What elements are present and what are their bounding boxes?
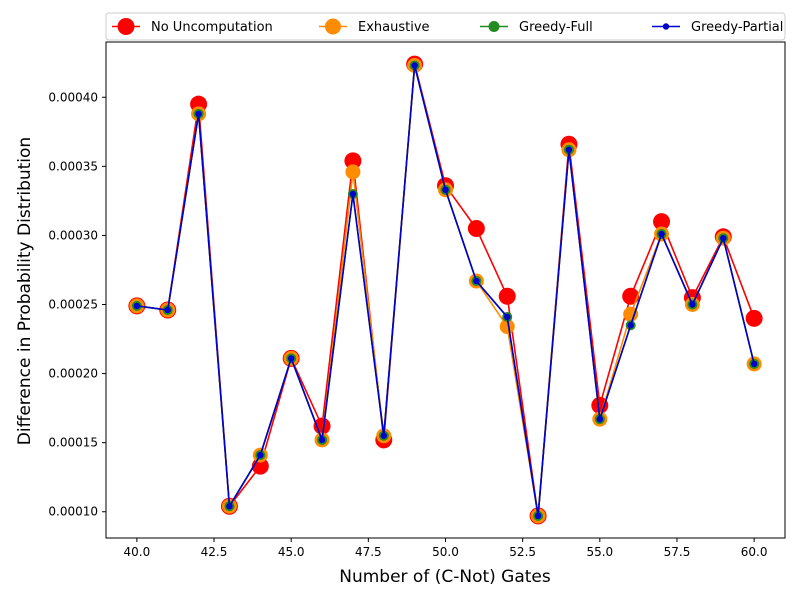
data-point-greedy-partial bbox=[318, 436, 326, 444]
legend-entry-greedy-partial: Greedy-Partial bbox=[652, 20, 783, 35]
legend: No Uncomputation Exhaustive Greedy-Full Gre… bbox=[105, 12, 786, 41]
data-point-greedy-partial bbox=[473, 277, 480, 285]
data-point-no-uncomputation bbox=[591, 396, 609, 414]
legend-entry-no-uncomputation: No Uncomputation bbox=[112, 18, 273, 35]
y-tick-label: 0.00040 bbox=[48, 90, 98, 104]
data-point-no-uncomputation bbox=[622, 287, 640, 305]
x-tick-label: 52.5 bbox=[509, 545, 536, 559]
data-point-exhaustive bbox=[499, 319, 515, 335]
data-point-greedy-partial bbox=[195, 110, 202, 118]
data-point-no-uncomputation bbox=[745, 309, 763, 327]
data-point-no-uncomputation bbox=[467, 220, 485, 238]
data-point-greedy-partial bbox=[565, 146, 573, 153]
data-point-greedy-partial bbox=[442, 186, 449, 194]
legend-label-no-uncomputation: No Uncomputation bbox=[151, 20, 273, 35]
y-tick-label: 0.00020 bbox=[48, 367, 98, 381]
data-point-greedy-partial bbox=[534, 512, 542, 520]
legend-marker-greedy-partial bbox=[662, 23, 670, 30]
y-axis: 0.00010 0.00015 0.00020 0.00025 0.00030 0.000… bbox=[48, 90, 106, 519]
x-tick-label: 55.0 bbox=[586, 545, 613, 559]
data-point-greedy-partial bbox=[349, 190, 357, 198]
data-point-no-uncomputation bbox=[653, 213, 671, 231]
data-point-greedy-partial bbox=[658, 230, 665, 238]
data-point-greedy-partial bbox=[257, 451, 264, 459]
legend-box bbox=[105, 12, 786, 41]
x-tick-label: 42.5 bbox=[201, 545, 228, 559]
legend-label-exhaustive: Exhaustive bbox=[358, 20, 430, 35]
x-tick-label: 60.0 bbox=[741, 545, 768, 559]
data-point-greedy-partial bbox=[689, 301, 696, 308]
x-tick-label: 45.0 bbox=[278, 545, 305, 559]
legend-marker-no-uncomputation bbox=[117, 18, 135, 35]
data-point-greedy-partial bbox=[380, 432, 387, 439]
data-point-greedy-partial bbox=[596, 415, 604, 423]
data-point-greedy-partial bbox=[287, 355, 295, 362]
legend-entry-greedy-full: Greedy-Full bbox=[480, 20, 593, 35]
y-tick-label: 0.00035 bbox=[48, 159, 98, 173]
data-point-greedy-partial bbox=[504, 313, 511, 321]
y-tick-label: 0.00025 bbox=[48, 298, 98, 312]
data-point-exhaustive bbox=[623, 306, 639, 322]
y-axis-label: Difference in Probability Distribution bbox=[15, 137, 35, 445]
x-axis: 40.0 42.5 45.0 47.5 50.0 52.5 55.0 57.5 60.0 bbox=[124, 538, 768, 559]
data-point-exhaustive bbox=[345, 164, 361, 180]
x-tick-label: 40.0 bbox=[124, 545, 151, 559]
data-point-greedy-partial bbox=[750, 360, 758, 368]
data-point-greedy-partial bbox=[164, 306, 171, 314]
legend-entry-exhaustive: Exhaustive bbox=[319, 18, 430, 35]
y-tick-label: 0.00010 bbox=[48, 505, 98, 519]
legend-marker-greedy-full bbox=[488, 21, 500, 32]
x-tick-label: 57.5 bbox=[664, 545, 691, 559]
plot-area bbox=[105, 41, 786, 539]
legend-label-greedy-partial: Greedy-Partial bbox=[691, 20, 783, 35]
data-point-greedy-partial bbox=[226, 503, 233, 510]
legend-label-greedy-full: Greedy-Full bbox=[519, 20, 593, 35]
x-tick-label: 50.0 bbox=[432, 545, 459, 559]
data-point-greedy-partial bbox=[627, 322, 634, 329]
data-point-greedy-partial bbox=[720, 234, 727, 242]
x-tick-label: 47.5 bbox=[355, 545, 382, 559]
y-tick-label: 0.00030 bbox=[48, 228, 98, 242]
data-point-greedy-partial bbox=[411, 62, 418, 69]
data-point-no-uncomputation bbox=[498, 287, 516, 305]
data-point-greedy-partial bbox=[133, 302, 141, 310]
data-point-no-uncomputation bbox=[344, 152, 362, 170]
x-axis-label: Number of (C-Not) Gates bbox=[339, 567, 551, 587]
y-tick-label: 0.00015 bbox=[48, 436, 98, 450]
legend-marker-exhaustive bbox=[325, 18, 341, 35]
series-greedy-partial bbox=[133, 62, 758, 520]
